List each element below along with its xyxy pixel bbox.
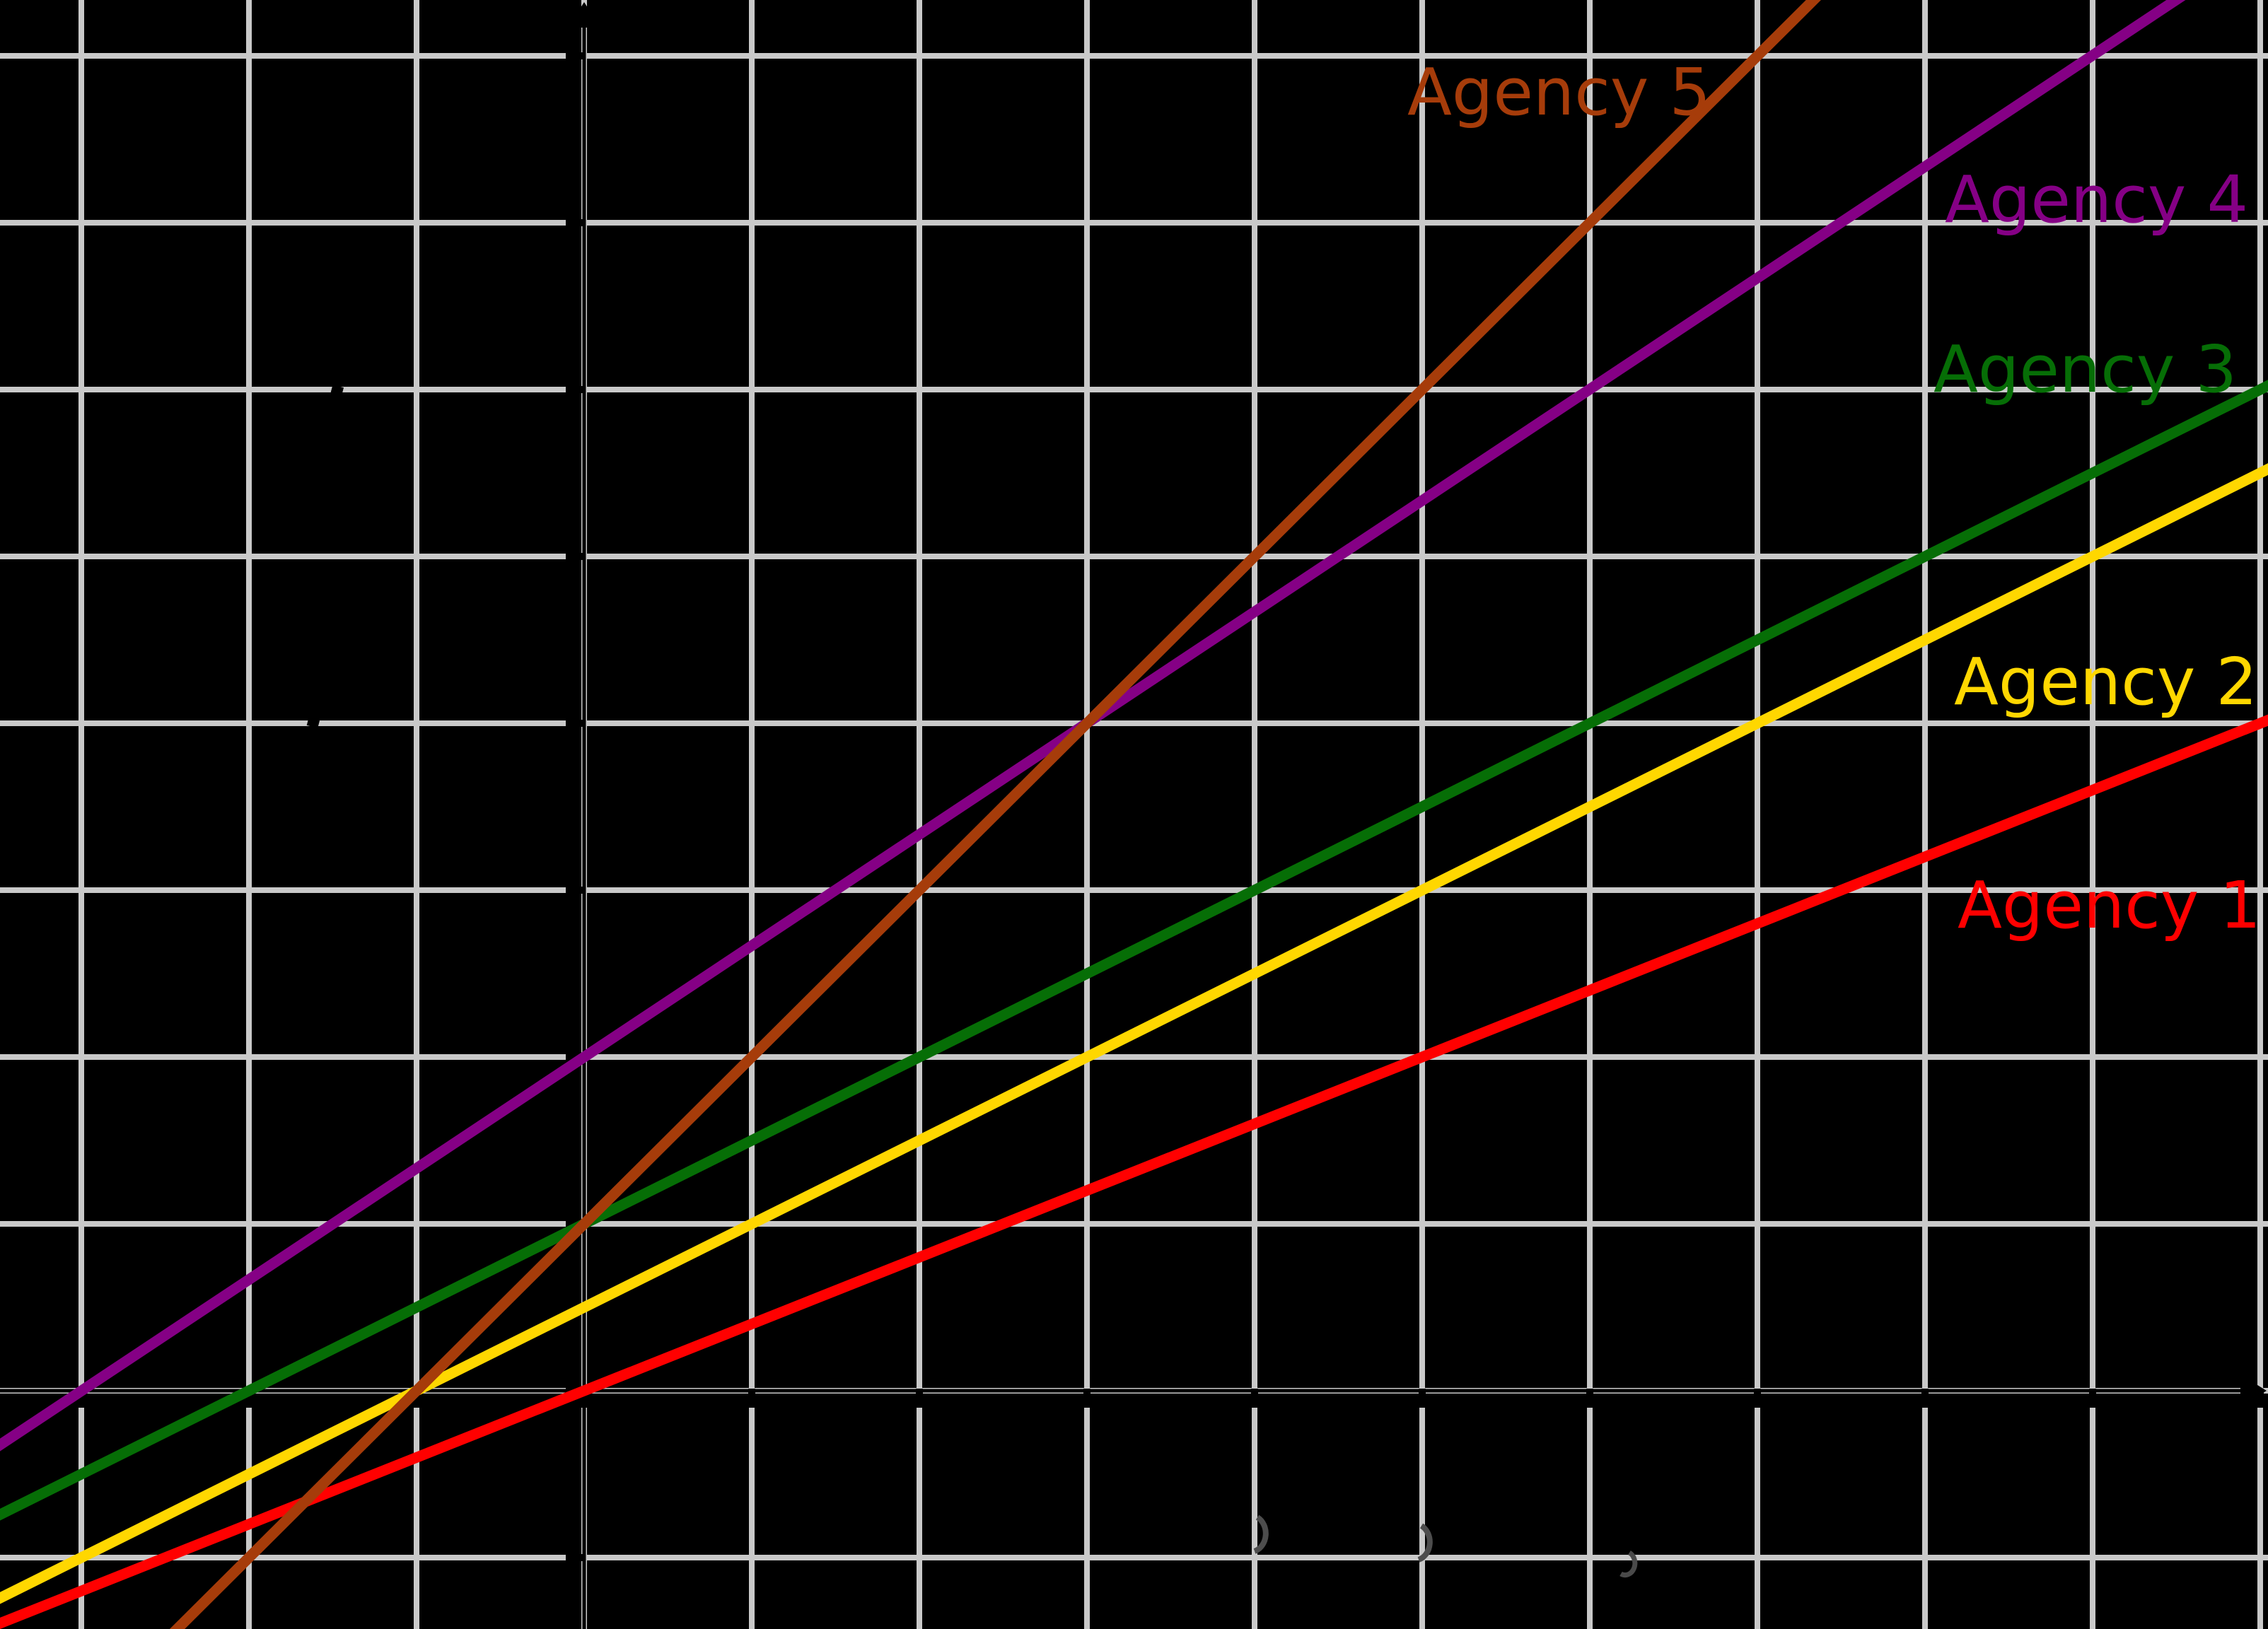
agency-3-label: Agency 3: [1933, 332, 2237, 407]
y-tick-3: [566, 887, 584, 894]
agency-2-line: [0, 463, 2268, 1604]
agency-1-line: [0, 714, 2268, 1629]
hidden-text-notch-3: [330, 385, 344, 395]
agency-3-line: [0, 380, 2268, 1521]
y-tick--1: [566, 1554, 584, 1561]
series-labels: Agency 1 Agency 2 Agency 3 Agency 4 Agen…: [1407, 54, 2261, 943]
axis-arrowheads: [568, 2, 2267, 1407]
agency-2-label: Agency 2: [1954, 644, 2257, 720]
x-tick-3: [1083, 1389, 1091, 1408]
y-tick-5: [566, 553, 584, 560]
axis-spines: [0, 25, 2243, 1629]
y-tick-7: [566, 219, 584, 226]
x-tick-10: [2257, 1389, 2264, 1408]
x-tick-4: [1251, 1389, 1258, 1408]
agency-5-label: Agency 5: [1407, 54, 1711, 130]
x-tick-9: [2089, 1389, 2096, 1408]
horizontal-gridlines: [0, 53, 2268, 1560]
y-tick-6: [566, 386, 584, 393]
x-tick-2: [916, 1389, 923, 1408]
x-tick--3: [78, 1389, 85, 1408]
illegible-glyph-fragments: [1253, 1514, 1638, 1578]
x-tick--2: [245, 1389, 252, 1408]
y-tick-8: [566, 52, 584, 59]
agency-4-line: [0, 0, 2186, 1452]
agency-4-label: Agency 4: [1945, 162, 2248, 238]
x-tick-5: [1419, 1389, 1426, 1408]
hidden-text-notches: [306, 385, 344, 728]
x-tick-6: [1586, 1389, 1593, 1408]
vertical-gridlines: [78, 0, 2263, 1629]
agency-1-label: Agency 1: [1958, 868, 2261, 943]
y-axis-arrowhead: [568, 2, 600, 28]
hidden-text-notch-4: [306, 718, 320, 728]
x-tick-8: [1921, 1389, 1929, 1408]
x-tick-7: [1754, 1389, 1761, 1408]
glyph-fragment-arc-1: [1417, 1523, 1433, 1563]
x-tick-1: [748, 1389, 755, 1408]
glyph-fragment-arc-0: [1253, 1514, 1269, 1554]
axis-tick-marks: [78, 52, 2264, 1561]
y-tick-4: [566, 720, 584, 727]
x-axis-arrowhead: [2240, 1374, 2267, 1407]
glyph-fragment-comma-2: [1619, 1550, 1638, 1578]
